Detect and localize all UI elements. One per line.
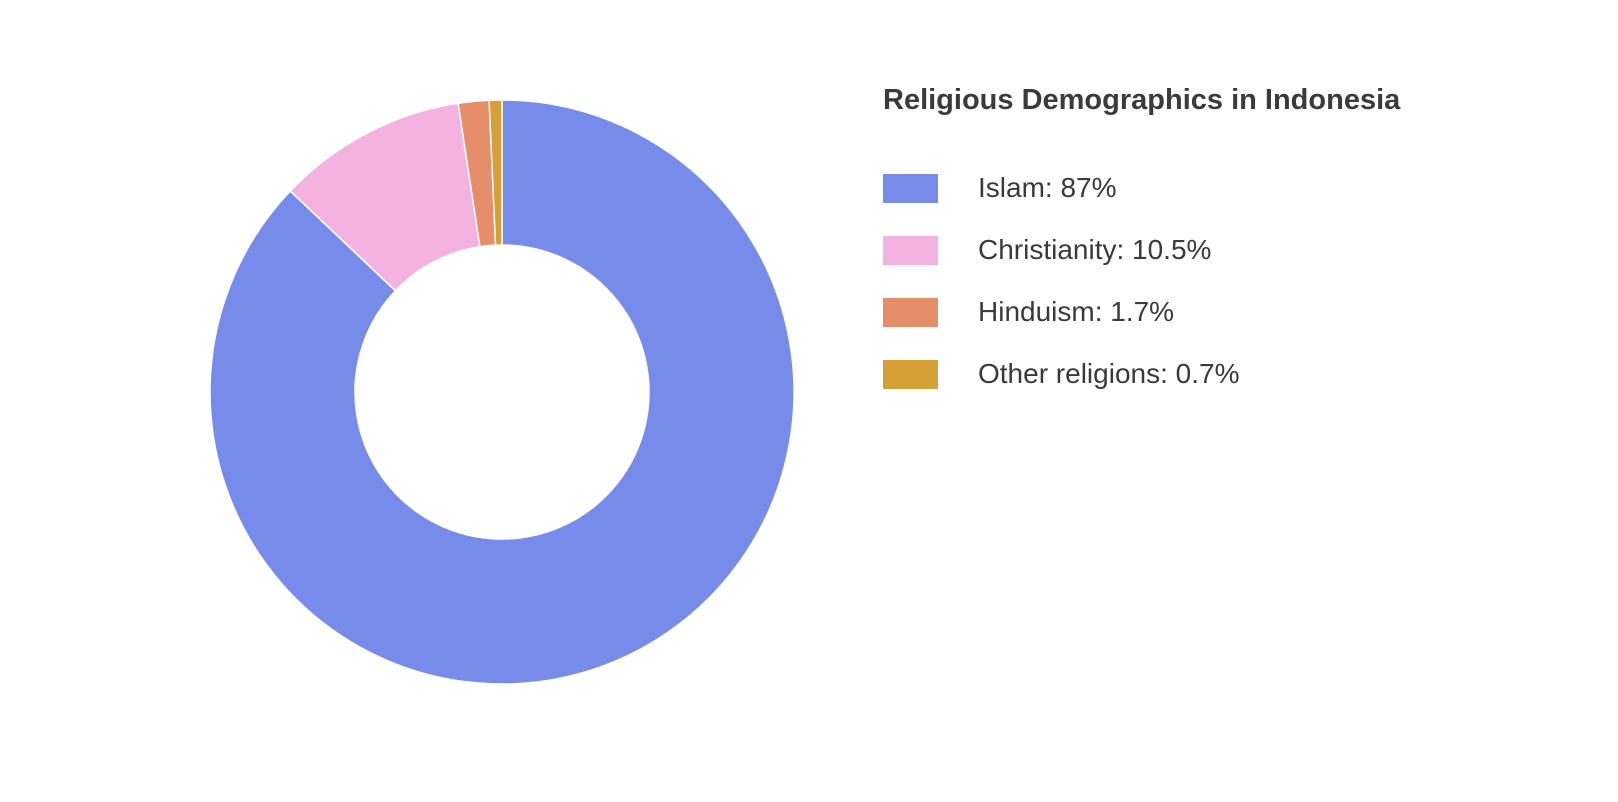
legend-swatch-christianity <box>883 235 938 265</box>
legend-item-other-religions: Other religions: 0.7% <box>883 352 1583 396</box>
chart-title: Religious Demographics in Indonesia <box>883 84 1401 116</box>
legend-label-islam: Islam: 87% <box>978 172 1117 203</box>
legend-swatch-other-religions <box>883 359 938 389</box>
legend: Religious Demographics in Indonesia Isla… <box>883 78 1583 414</box>
legend-label-hinduism: Hinduism: 1.7% <box>978 296 1175 327</box>
legend-swatch-hinduism <box>883 297 938 327</box>
legend-swatch-islam <box>883 173 938 203</box>
donut-slices <box>209 99 795 685</box>
legend-item-hinduism: Hinduism: 1.7% <box>883 290 1583 334</box>
legend-label-christianity: Christianity: 10.5% <box>978 234 1212 265</box>
legend-item-islam: Islam: 87% <box>883 166 1583 210</box>
legend-label-other-religions: Other religions: 0.7% <box>978 358 1240 389</box>
slice-other-religions <box>488 99 503 246</box>
slice-islam <box>209 99 795 685</box>
legend-item-christianity: Christianity: 10.5% <box>883 228 1583 272</box>
